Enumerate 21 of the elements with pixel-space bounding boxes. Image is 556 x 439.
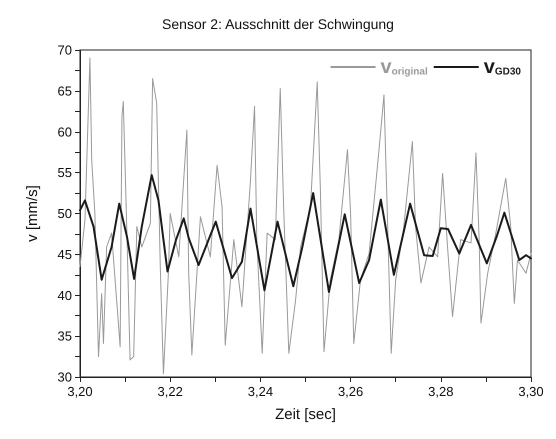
- line-series: [80, 58, 532, 374]
- y-tick-label: 45: [58, 246, 72, 262]
- y-tick-label: 60: [58, 124, 72, 140]
- y-tick-label: 70: [58, 42, 72, 58]
- y-tick-label: 40: [58, 288, 72, 303]
- x-tick-label: 3,26: [338, 384, 364, 399]
- y-tick-label: 55: [58, 165, 72, 180]
- x-tick-label: 3,20: [67, 384, 93, 399]
- legend-label: voriginal: [380, 56, 428, 78]
- chart-title: Sensor 2: Ausschnitt der Schwingung: [162, 16, 394, 32]
- x-tick-label: 3,30: [518, 384, 544, 399]
- legend-label: vGD30: [484, 56, 522, 78]
- x-tick-label: 3,22: [158, 384, 183, 399]
- x-axis-title: Zeit [sec]: [275, 406, 336, 423]
- x-tick-label: 3,24: [248, 384, 274, 399]
- y-tick-label: 50: [58, 206, 72, 221]
- x-tick-label: 3,28: [428, 384, 454, 399]
- y-tick-label: 30: [58, 370, 72, 384]
- y-tick-label: 65: [58, 83, 72, 98]
- y-axis-title: v [mm/s]: [24, 185, 41, 242]
- y-tick-label: 35: [58, 328, 72, 344]
